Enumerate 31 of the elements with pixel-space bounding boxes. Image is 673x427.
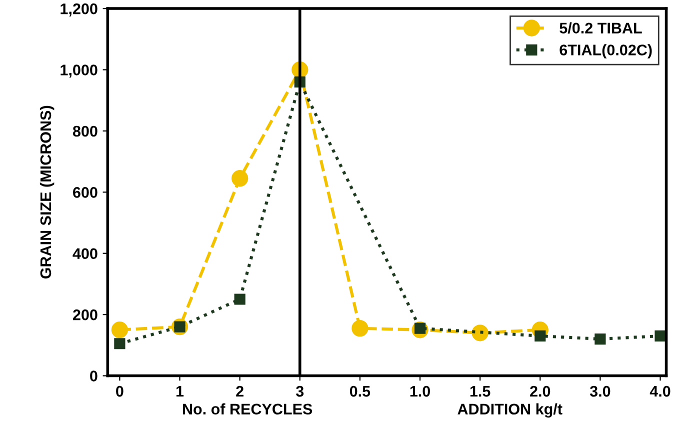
point <box>231 170 248 187</box>
x-tick-label: 2.0 <box>530 386 550 397</box>
y-tick-label: 1,200 <box>60 3 98 16</box>
point <box>594 333 606 345</box>
x-tick-label: 1 <box>176 386 184 397</box>
y-tick-label: 600 <box>73 187 98 198</box>
point <box>472 324 488 342</box>
y-tick-label: 0 <box>90 370 98 382</box>
x-tick-label: 4.0 <box>650 386 670 397</box>
legend-label: 6TIAL(0.02C) <box>560 44 652 58</box>
point <box>654 330 666 342</box>
y-tick-label: 400 <box>72 248 98 260</box>
y-tick-label: 1,000 <box>60 64 98 78</box>
point <box>114 338 126 350</box>
x-tick-label: 0 <box>116 386 124 397</box>
y-tick-label: 800 <box>72 126 98 137</box>
x-tick-label: 3.0 <box>590 386 610 397</box>
x-tick-label: 1.5 <box>470 386 490 397</box>
legend-label: 5/0.2 TIBAL <box>560 22 642 34</box>
text: ADDITION kg/t <box>458 403 562 418</box>
x-tick-label: 3 <box>296 386 304 397</box>
x-axis-title: No. of RECYCLES <box>182 403 312 415</box>
point <box>534 330 546 342</box>
point <box>234 294 246 305</box>
x-tick-label: 1.0 <box>410 386 430 397</box>
point <box>111 322 128 338</box>
y-axis-title: GRAIN SIZE (MICRONS) <box>40 106 54 279</box>
x-tick-label: 0.5 <box>350 386 370 397</box>
x-tick-label: 2 <box>236 386 244 397</box>
point <box>352 320 368 337</box>
y-tick-label: 200 <box>73 309 98 320</box>
